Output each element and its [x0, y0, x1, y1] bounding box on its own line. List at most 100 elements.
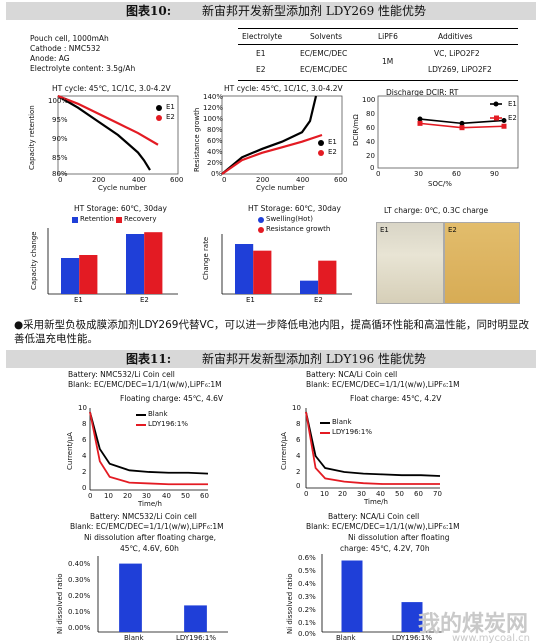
c3-xtick: 60 [452, 170, 461, 178]
c3-xtick: 90 [490, 170, 499, 178]
c7-ylabel: Current/μA [66, 432, 74, 470]
c8-legend-blank: Blank [332, 418, 352, 426]
c3-ytick: 20 [366, 152, 375, 160]
series-line-ldy196-1- [305, 411, 440, 485]
c2-xtick: 400 [296, 176, 310, 184]
cell-info-4: Electrolyte content: 3.5g/Ah [30, 64, 136, 73]
data-point [417, 120, 423, 126]
legend-line-ldy196 [136, 424, 146, 426]
c3-xlabel: SOC/% [428, 180, 452, 188]
data-point [459, 120, 465, 126]
c10-info-2: Blank: EC/EMC/DEC=1/1/1(w/w),LiPF₆:1M [306, 522, 460, 531]
c6-title: LT charge: 0℃, 0.3C charge [384, 206, 489, 215]
c7-ytick: 0 [82, 484, 87, 492]
fig10-title: 新宙邦开发新型添加剂 LDY269 性能优势 [202, 4, 427, 18]
c7-xtick: 0 [88, 492, 93, 500]
th-electrolyte: Electrolyte [242, 32, 283, 41]
c3-ytick: 60 [366, 124, 375, 132]
electrolyte-table: Electrolyte Solvents LiPF6 Additives E1 … [238, 28, 518, 81]
row1-solvents: EC/EMC/DEC [300, 49, 348, 58]
c8-ytick: 4 [296, 452, 301, 460]
c5-xtick: E2 [314, 296, 323, 304]
c2-ytick: 140% [203, 93, 224, 101]
c1-title: HT cycle: 45℃, 1C/1C, 3.0-4.2V [52, 84, 171, 93]
c10-xtick: LDY196:1% [392, 634, 433, 642]
c8-xtick: 40 [376, 490, 385, 498]
plot-frame [377, 95, 519, 169]
legend-swatch-e2 [156, 115, 162, 121]
data-point [501, 123, 507, 129]
watermark-url: www.mycoal.cn [452, 633, 530, 644]
c2-ylabel: Resistance growth [193, 107, 201, 172]
plot-frame [57, 95, 179, 175]
lt-charge-photo-e2 [444, 222, 520, 304]
c1-ylabel: Capacity retention [28, 105, 36, 170]
series-line-blank [89, 411, 209, 475]
c2-title: HT cycle: 45℃, 1C/1C, 3.0-4.2V [224, 84, 343, 93]
c8-title: Float charge: 45℃, 4.2V [350, 394, 442, 403]
bar-ldy196-1- [184, 605, 207, 632]
series-line-ldy196-1- [89, 411, 208, 486]
c1-legend-e2: E2 [166, 113, 175, 121]
c3-xtick: 0 [376, 170, 381, 178]
c7-xtick: 50 [181, 492, 190, 500]
ni-dissolved-chart-2 [321, 554, 442, 633]
bar-e1-swelling-hot- [235, 244, 254, 294]
cell-info-2: Cathode : NMC532 [30, 44, 101, 53]
c9-ytick: 0.10% [68, 608, 91, 616]
c9-ytick: 0.40% [68, 560, 91, 568]
c1-xlabel: Cycle number [98, 184, 147, 192]
c1-xtick: 200 [92, 176, 106, 184]
th-additives: Additives [438, 32, 473, 41]
c8-ytick: 0 [296, 482, 301, 490]
c8-info-2: Blank: EC/EMC/DEC=1/1/1(w/w),LiPF₆:1M [306, 380, 460, 389]
c4-xtick: E2 [140, 296, 149, 304]
c9-info-4: 45℃, 4.6V, 60h [120, 544, 179, 553]
c7-xtick: 10 [104, 492, 113, 500]
c5-legend-swelling: Swelling(Hot) [266, 215, 313, 223]
c10-ytick: 0.3% [298, 593, 316, 601]
c1-xtick: 600 [170, 176, 184, 184]
legend-swatch-e1 [318, 140, 324, 146]
legend-marker [493, 101, 499, 107]
c9-info-3: Ni dissolution after floating charge, [84, 533, 217, 542]
c9-info-2: Blank: EC/EMC/DEC=1/1/1(w/w),LiPF₆:1M [70, 522, 224, 531]
legend-line-blank [320, 422, 330, 424]
c9-xtick: LDY196:1% [176, 634, 217, 642]
c7-ytick: 8 [82, 420, 87, 428]
data-point [501, 117, 507, 123]
c7-legend-blank: Blank [148, 410, 168, 418]
bar-e1-recovery [79, 255, 98, 294]
c2-ytick: 0% [211, 170, 223, 178]
c1-legend-e1: E1 [166, 103, 175, 111]
c1-ytick: 90% [52, 135, 68, 143]
series-line-e1 [221, 95, 318, 175]
th-solvents: Solvents [310, 32, 343, 41]
c7-ytick: 2 [82, 468, 87, 476]
c8-ylabel: Current/μA [280, 432, 288, 470]
legend-line-blank [136, 414, 146, 416]
series-line-blank [305, 411, 441, 477]
fig10-banner: 图表10: 新宙邦开发新型添加剂 LDY269 性能优势 [6, 2, 536, 20]
c3-ylabel: DCIR/mΩ [352, 114, 360, 146]
c10-ytick: 0.2% [298, 606, 316, 614]
ni-dissolved-chart-1 [97, 556, 228, 633]
c7-xtick: 30 [142, 492, 151, 500]
c7-info-1: Battery: NMC532/Li Coin cell [68, 370, 175, 379]
c9-info-1: Battery: NMC532/Li Coin cell [90, 512, 197, 521]
c3-ytick: 100 [362, 96, 376, 104]
c6-label-e1: E1 [380, 226, 389, 234]
floating-current-chart-1 [89, 408, 209, 491]
c8-xtick: 50 [395, 490, 404, 498]
c1-xtick: 400 [132, 176, 146, 184]
c2-ytick: 120% [203, 104, 224, 112]
fig11-label: 图表11: [126, 352, 172, 366]
c10-ylabel: Ni dissolved ratio [286, 573, 294, 634]
c7-title: Floating charge: 45℃, 4.6V [120, 394, 224, 403]
c3-xtick: 30 [414, 170, 423, 178]
legend-line-ldy196 [320, 432, 330, 434]
c10-ytick: 0.1% [298, 619, 316, 627]
series-line-e1 [57, 95, 151, 171]
c1-xtick: 0 [58, 176, 63, 184]
c9-ytick: 0.30% [68, 576, 91, 584]
